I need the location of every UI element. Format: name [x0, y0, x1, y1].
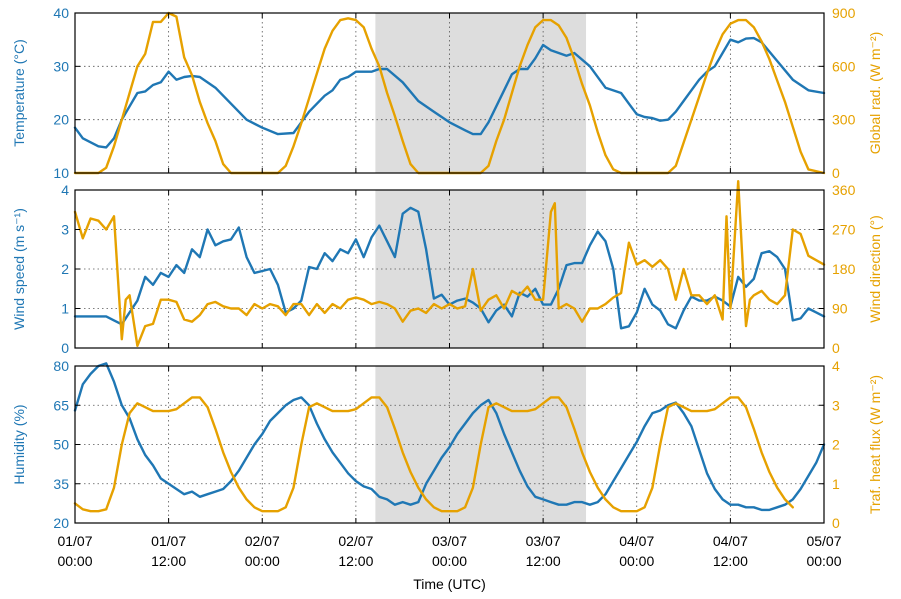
- tick-label-x: 00:00: [245, 553, 280, 569]
- tick-label-x: 00:00: [432, 553, 467, 569]
- axis-title-left: Wind speed (m s⁻¹): [11, 208, 27, 330]
- tick-label-left: 20: [53, 112, 69, 128]
- series-line-traffic-heat-flux: [73, 396, 794, 513]
- tick-label-x: 02/07: [338, 533, 373, 549]
- tick-label-x: 12:00: [151, 553, 186, 569]
- tick-label-left: 65: [53, 397, 69, 413]
- tick-label-right: 0: [832, 515, 840, 531]
- axis-title-right: Global rad. (W m⁻²): [867, 32, 883, 155]
- tick-label-right: 300: [832, 112, 856, 128]
- tick-label-x: 00:00: [619, 553, 654, 569]
- axis-title-left: Humidity (%): [11, 404, 27, 484]
- tick-label-right: 270: [832, 222, 856, 238]
- tick-label-right: 900: [832, 5, 856, 21]
- tick-label-right: 0: [832, 165, 840, 181]
- tick-label-right: 4: [832, 358, 840, 374]
- tick-label-x: 01/07: [57, 533, 92, 549]
- series-line-wind-speed: [73, 206, 826, 330]
- tick-label-left: 35: [53, 476, 69, 492]
- tick-label-right: 600: [832, 58, 856, 74]
- tick-label-x: 12:00: [526, 553, 561, 569]
- tick-label-x: 00:00: [806, 553, 841, 569]
- tick-label-x: 04/07: [619, 533, 654, 549]
- tick-label-x: 01/07: [151, 533, 186, 549]
- tick-label-left: 10: [53, 165, 69, 181]
- tick-label-left: 20: [53, 515, 69, 531]
- tick-label-x: 04/07: [713, 533, 748, 549]
- tick-label-left: 3: [61, 222, 69, 238]
- tick-label-right: 180: [832, 261, 856, 277]
- axis-title-right: Wind direction (°): [867, 215, 883, 323]
- tick-label-right: 90: [832, 301, 848, 317]
- tick-label-left: 0: [61, 340, 69, 356]
- tick-label-left: 30: [53, 58, 69, 74]
- tick-label-right: 3: [832, 397, 840, 413]
- axis-title-right: Traf. heat flux (W m⁻²): [867, 375, 883, 514]
- tick-label-x: 03/07: [432, 533, 467, 549]
- tick-label-right: 2: [832, 437, 840, 453]
- axis-title-left: Temperature (°C): [11, 39, 27, 147]
- tick-label-x: 05/07: [806, 533, 841, 549]
- panel-1: 10 20 30 40 0 300 600 900 Temperature (°C) Global…: [11, 5, 883, 181]
- tick-label-x: 12:00: [713, 553, 748, 569]
- tick-label-x: 12:00: [338, 553, 373, 569]
- panel-2: 0 1 2 3 4 0 90 180 270 360 Wind speed (m s⁻¹) Wind …: [11, 179, 883, 356]
- tick-label-left: 40: [53, 5, 69, 21]
- tick-label-right: 360: [832, 182, 856, 198]
- tick-label-left: 50: [53, 437, 69, 453]
- tick-label-left: 4: [61, 182, 69, 198]
- shaded-period: [375, 13, 587, 173]
- series-line-wind-direction: [73, 179, 826, 347]
- tick-label-left: 2: [61, 261, 69, 277]
- tick-label-x: 00:00: [57, 553, 92, 569]
- tick-label-right: 1: [832, 476, 840, 492]
- tick-label-right: 0: [832, 340, 840, 356]
- tick-label-left: 80: [53, 358, 69, 374]
- tick-label-x: 03/07: [526, 533, 561, 549]
- axis-title-x: Time (UTC): [413, 576, 486, 592]
- series-line-temperature: [73, 36, 826, 149]
- tick-label-left: 1: [61, 301, 69, 317]
- series-line-humidity: [73, 362, 826, 512]
- tick-label-x: 02/07: [245, 533, 280, 549]
- panel-3: 20 35 50 65 80 0 1 2 3 4 Humidity (%) Traf. heat fl…: [11, 358, 883, 531]
